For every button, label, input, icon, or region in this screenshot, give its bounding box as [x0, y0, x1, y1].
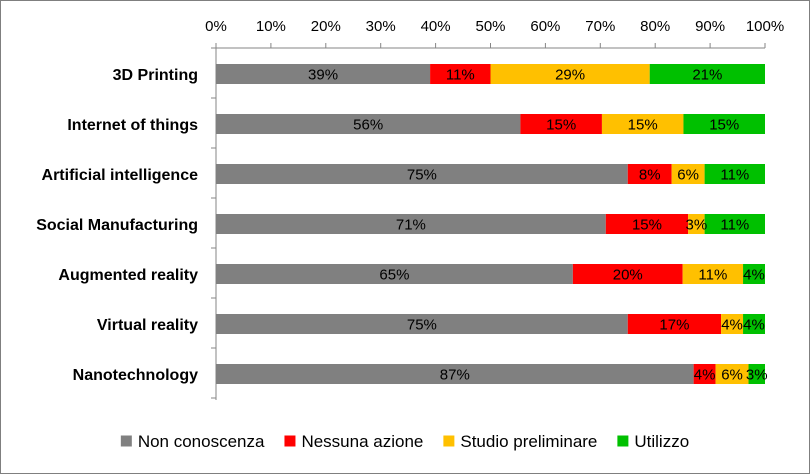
data-label-nanotechnology-utilizzo: 3% [746, 367, 768, 384]
legend-swatch-non-conoscenza [120, 435, 132, 447]
data-label-augmented-reality-non-conoscenza: 65% [379, 267, 409, 284]
category-label-artificial-intelligence: Artificial intelligence [42, 167, 199, 184]
x-tick-label: 0% [205, 18, 227, 35]
bar-virtual-reality-nessuna-azione [627, 314, 722, 334]
bar-nanotechnology-studio-preliminare [715, 364, 749, 384]
bar-3d-printing-nessuna-azione [430, 64, 491, 84]
bar-artificial-intelligence-non-conoscenza [216, 164, 628, 184]
bar-3d-printing-studio-preliminare [490, 64, 650, 84]
data-label-virtual-reality-utilizzo: 4% [743, 317, 765, 334]
data-label-artificial-intelligence-utilizzo: 11% [720, 167, 749, 184]
data-label-virtual-reality-studio-preliminare: 4% [721, 317, 743, 334]
legend: Non conoscenza Nessuna azione Studio preli… [120, 432, 689, 451]
bar-virtual-reality-utilizzo [743, 314, 765, 334]
bar-internet-of-things-non-conoscenza [216, 114, 521, 134]
bar-nanotechnology-non-conoscenza [216, 364, 694, 384]
bar-social-manufacturing-studio-preliminare [688, 214, 705, 234]
x-tick-label: 60% [530, 18, 560, 35]
data-label-augmented-reality-utilizzo: 4% [743, 267, 765, 284]
bar-nanotechnology-nessuna-azione [693, 364, 716, 384]
bar-artificial-intelligence-studio-preliminare [671, 164, 705, 184]
data-label-internet-of-things-utilizzo: 15% [709, 117, 739, 134]
x-tick-label: 70% [585, 18, 615, 35]
bar-augmented-reality-non-conoscenza [216, 264, 573, 284]
category-label-augmented-reality: Augmented reality [58, 267, 198, 284]
bar-virtual-reality-studio-preliminare [721, 314, 744, 334]
bar-nanotechnology-utilizzo [748, 364, 765, 384]
x-tick-label: 50% [475, 18, 505, 35]
data-label-augmented-reality-studio-preliminare: 11% [698, 267, 727, 284]
data-label-nanotechnology-studio-preliminare: 6% [721, 367, 743, 384]
bar-artificial-intelligence-nessuna-azione [627, 164, 672, 184]
legend-label-nessuna-azione: Nessuna azione [301, 432, 423, 451]
legend-label-studio-preliminare: Studio preliminare [460, 432, 597, 451]
data-labels-layer: 39% 11% 29% 21% 56% 15% 15% 15% 75% 8% 6% 11% 71% 15%… [308, 67, 768, 384]
legend-swatch-studio-preliminare [443, 435, 455, 447]
data-label-3d-printing-studio-preliminare: 29% [555, 67, 585, 84]
data-label-nanotechnology-nessuna-azione: 4% [694, 367, 716, 384]
data-label-nanotechnology-non-conoscenza: 87% [440, 367, 470, 384]
bar-augmented-reality-utilizzo [743, 264, 765, 284]
legend-label-non-conoscenza: Non conoscenza [138, 432, 265, 451]
bar-3d-printing-utilizzo [649, 64, 765, 84]
data-label-artificial-intelligence-studio-preliminare: 6% [677, 167, 699, 184]
data-label-internet-of-things-studio-preliminare: 15% [628, 117, 658, 134]
bar-virtual-reality-non-conoscenza [216, 314, 628, 334]
data-label-augmented-reality-nessuna-azione: 20% [613, 267, 643, 284]
data-label-artificial-intelligence-nessuna-azione: 8% [639, 167, 661, 184]
data-label-social-manufacturing-non-conoscenza: 71% [396, 217, 426, 234]
x-tick-label: 100% [746, 18, 784, 35]
bar-social-manufacturing-nessuna-azione [605, 214, 689, 234]
category-label-3d-printing: 3D Printing [113, 67, 198, 84]
category-label-social-manufacturing: Social Manufacturing [36, 217, 198, 234]
data-label-virtual-reality-non-conoscenza: 75% [407, 317, 437, 334]
data-label-3d-printing-utilizzo: 21% [692, 67, 722, 84]
bar-social-manufacturing-non-conoscenza [216, 214, 606, 234]
bar-3d-printing-non-conoscenza [216, 64, 431, 84]
legend-swatch-utilizzo [617, 435, 629, 447]
data-label-3d-printing-nessuna-azione: 11% [446, 67, 475, 84]
bar-internet-of-things-studio-preliminare [601, 114, 684, 134]
x-tick-label: 30% [366, 18, 396, 35]
bar-artificial-intelligence-utilizzo [704, 164, 765, 184]
bar-social-manufacturing-utilizzo [704, 214, 765, 234]
data-label-social-manufacturing-studio-preliminare: 3% [686, 217, 708, 234]
bar-internet-of-things-utilizzo [683, 114, 765, 134]
data-label-3d-printing-non-conoscenza: 39% [308, 67, 338, 84]
category-label-nanotechnology: Nanotechnology [73, 367, 198, 384]
x-tick-label: 10% [256, 18, 286, 35]
axis-layer: 0% 10% 20% 30% 40% 50% 60% 70% 80% 90% 100% 3D Prin… [36, 18, 784, 400]
data-label-internet-of-things-non-conoscenza: 56% [353, 117, 383, 134]
legend-label-utilizzo: Utilizzo [634, 432, 689, 451]
x-tick-label: 80% [640, 18, 670, 35]
category-label-virtual-reality: Virtual reality [97, 317, 198, 334]
category-label-internet-of-things: Internet of things [67, 117, 198, 134]
data-label-internet-of-things-nessuna-azione: 15% [546, 117, 576, 134]
legend-swatch-nessuna-azione [284, 435, 296, 447]
data-label-virtual-reality-nessuna-azione: 17% [659, 317, 689, 334]
bar-augmented-reality-nessuna-azione [572, 264, 683, 284]
x-tick-label: 20% [311, 18, 341, 35]
data-label-artificial-intelligence-non-conoscenza: 75% [407, 167, 437, 184]
bar-augmented-reality-studio-preliminare [682, 264, 744, 284]
bars-layer [216, 64, 765, 384]
x-tick-label: 40% [421, 18, 451, 35]
x-tick-label: 90% [695, 18, 725, 35]
data-label-social-manufacturing-nessuna-azione: 15% [632, 217, 662, 234]
data-label-social-manufacturing-utilizzo: 11% [720, 217, 749, 234]
bar-internet-of-things-nessuna-azione [520, 114, 602, 134]
